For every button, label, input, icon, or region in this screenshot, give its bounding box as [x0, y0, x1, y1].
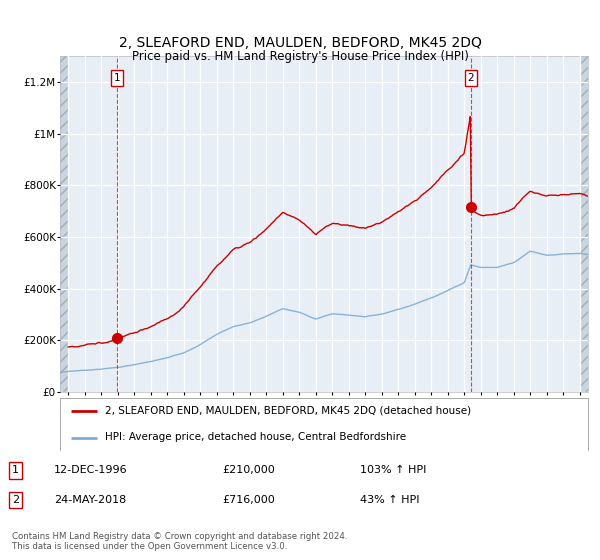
Bar: [580, 56, 588, 392]
Text: 1: 1: [12, 465, 19, 475]
Text: 24-MAY-2018: 24-MAY-2018: [54, 495, 126, 505]
Text: Price paid vs. HM Land Registry's House Price Index (HPI): Price paid vs. HM Land Registry's House …: [131, 50, 469, 63]
Text: 103% ↑ HPI: 103% ↑ HPI: [360, 465, 427, 475]
Text: 1: 1: [113, 73, 120, 83]
Bar: [60, 56, 68, 392]
Text: 12-DEC-1996: 12-DEC-1996: [54, 465, 128, 475]
Text: 43% ↑ HPI: 43% ↑ HPI: [360, 495, 419, 505]
Text: £210,000: £210,000: [222, 465, 275, 475]
Text: 2, SLEAFORD END, MAULDEN, BEDFORD, MK45 2DQ: 2, SLEAFORD END, MAULDEN, BEDFORD, MK45 …: [119, 36, 481, 50]
Text: 2, SLEAFORD END, MAULDEN, BEDFORD, MK45 2DQ (detached house): 2, SLEAFORD END, MAULDEN, BEDFORD, MK45 …: [105, 406, 471, 416]
Text: 2: 2: [467, 73, 474, 83]
Text: £716,000: £716,000: [222, 495, 275, 505]
Text: Contains HM Land Registry data © Crown copyright and database right 2024.
This d: Contains HM Land Registry data © Crown c…: [12, 532, 347, 551]
Text: HPI: Average price, detached house, Central Bedfordshire: HPI: Average price, detached house, Cent…: [105, 432, 406, 442]
Text: 2: 2: [12, 495, 19, 505]
